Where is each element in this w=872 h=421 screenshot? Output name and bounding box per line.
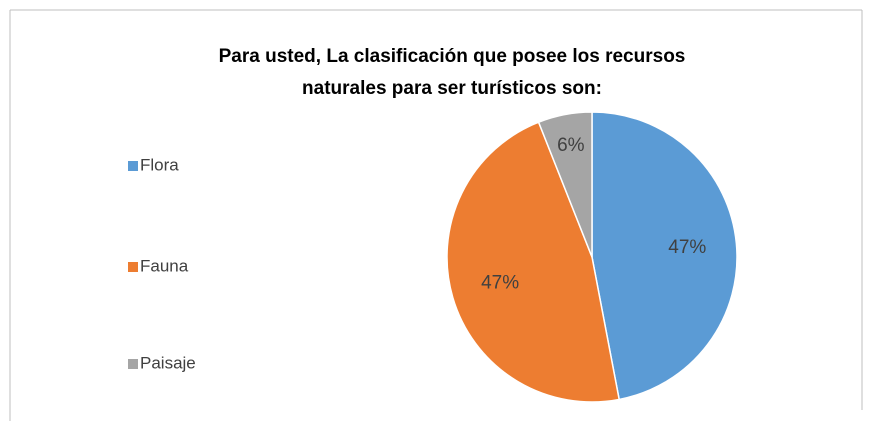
pie-slice bbox=[537, 111, 593, 258]
pie-slice bbox=[591, 111, 738, 401]
legend-label: Flora bbox=[140, 155, 179, 174]
chart-title: Para usted, La clasificación que posee l… bbox=[219, 46, 686, 67]
legend-swatch bbox=[128, 262, 138, 272]
chart-title: naturales para ser turísticos son: bbox=[302, 78, 602, 99]
legend-label: Paisaje bbox=[140, 353, 196, 372]
pie-slice bbox=[446, 121, 621, 403]
data-label: 47% bbox=[668, 237, 706, 258]
legend-swatch bbox=[128, 161, 138, 171]
data-label: 6% bbox=[557, 135, 585, 156]
legend-label: Fauna bbox=[140, 256, 189, 275]
data-label: 47% bbox=[481, 273, 519, 294]
legend-swatch bbox=[128, 359, 138, 369]
